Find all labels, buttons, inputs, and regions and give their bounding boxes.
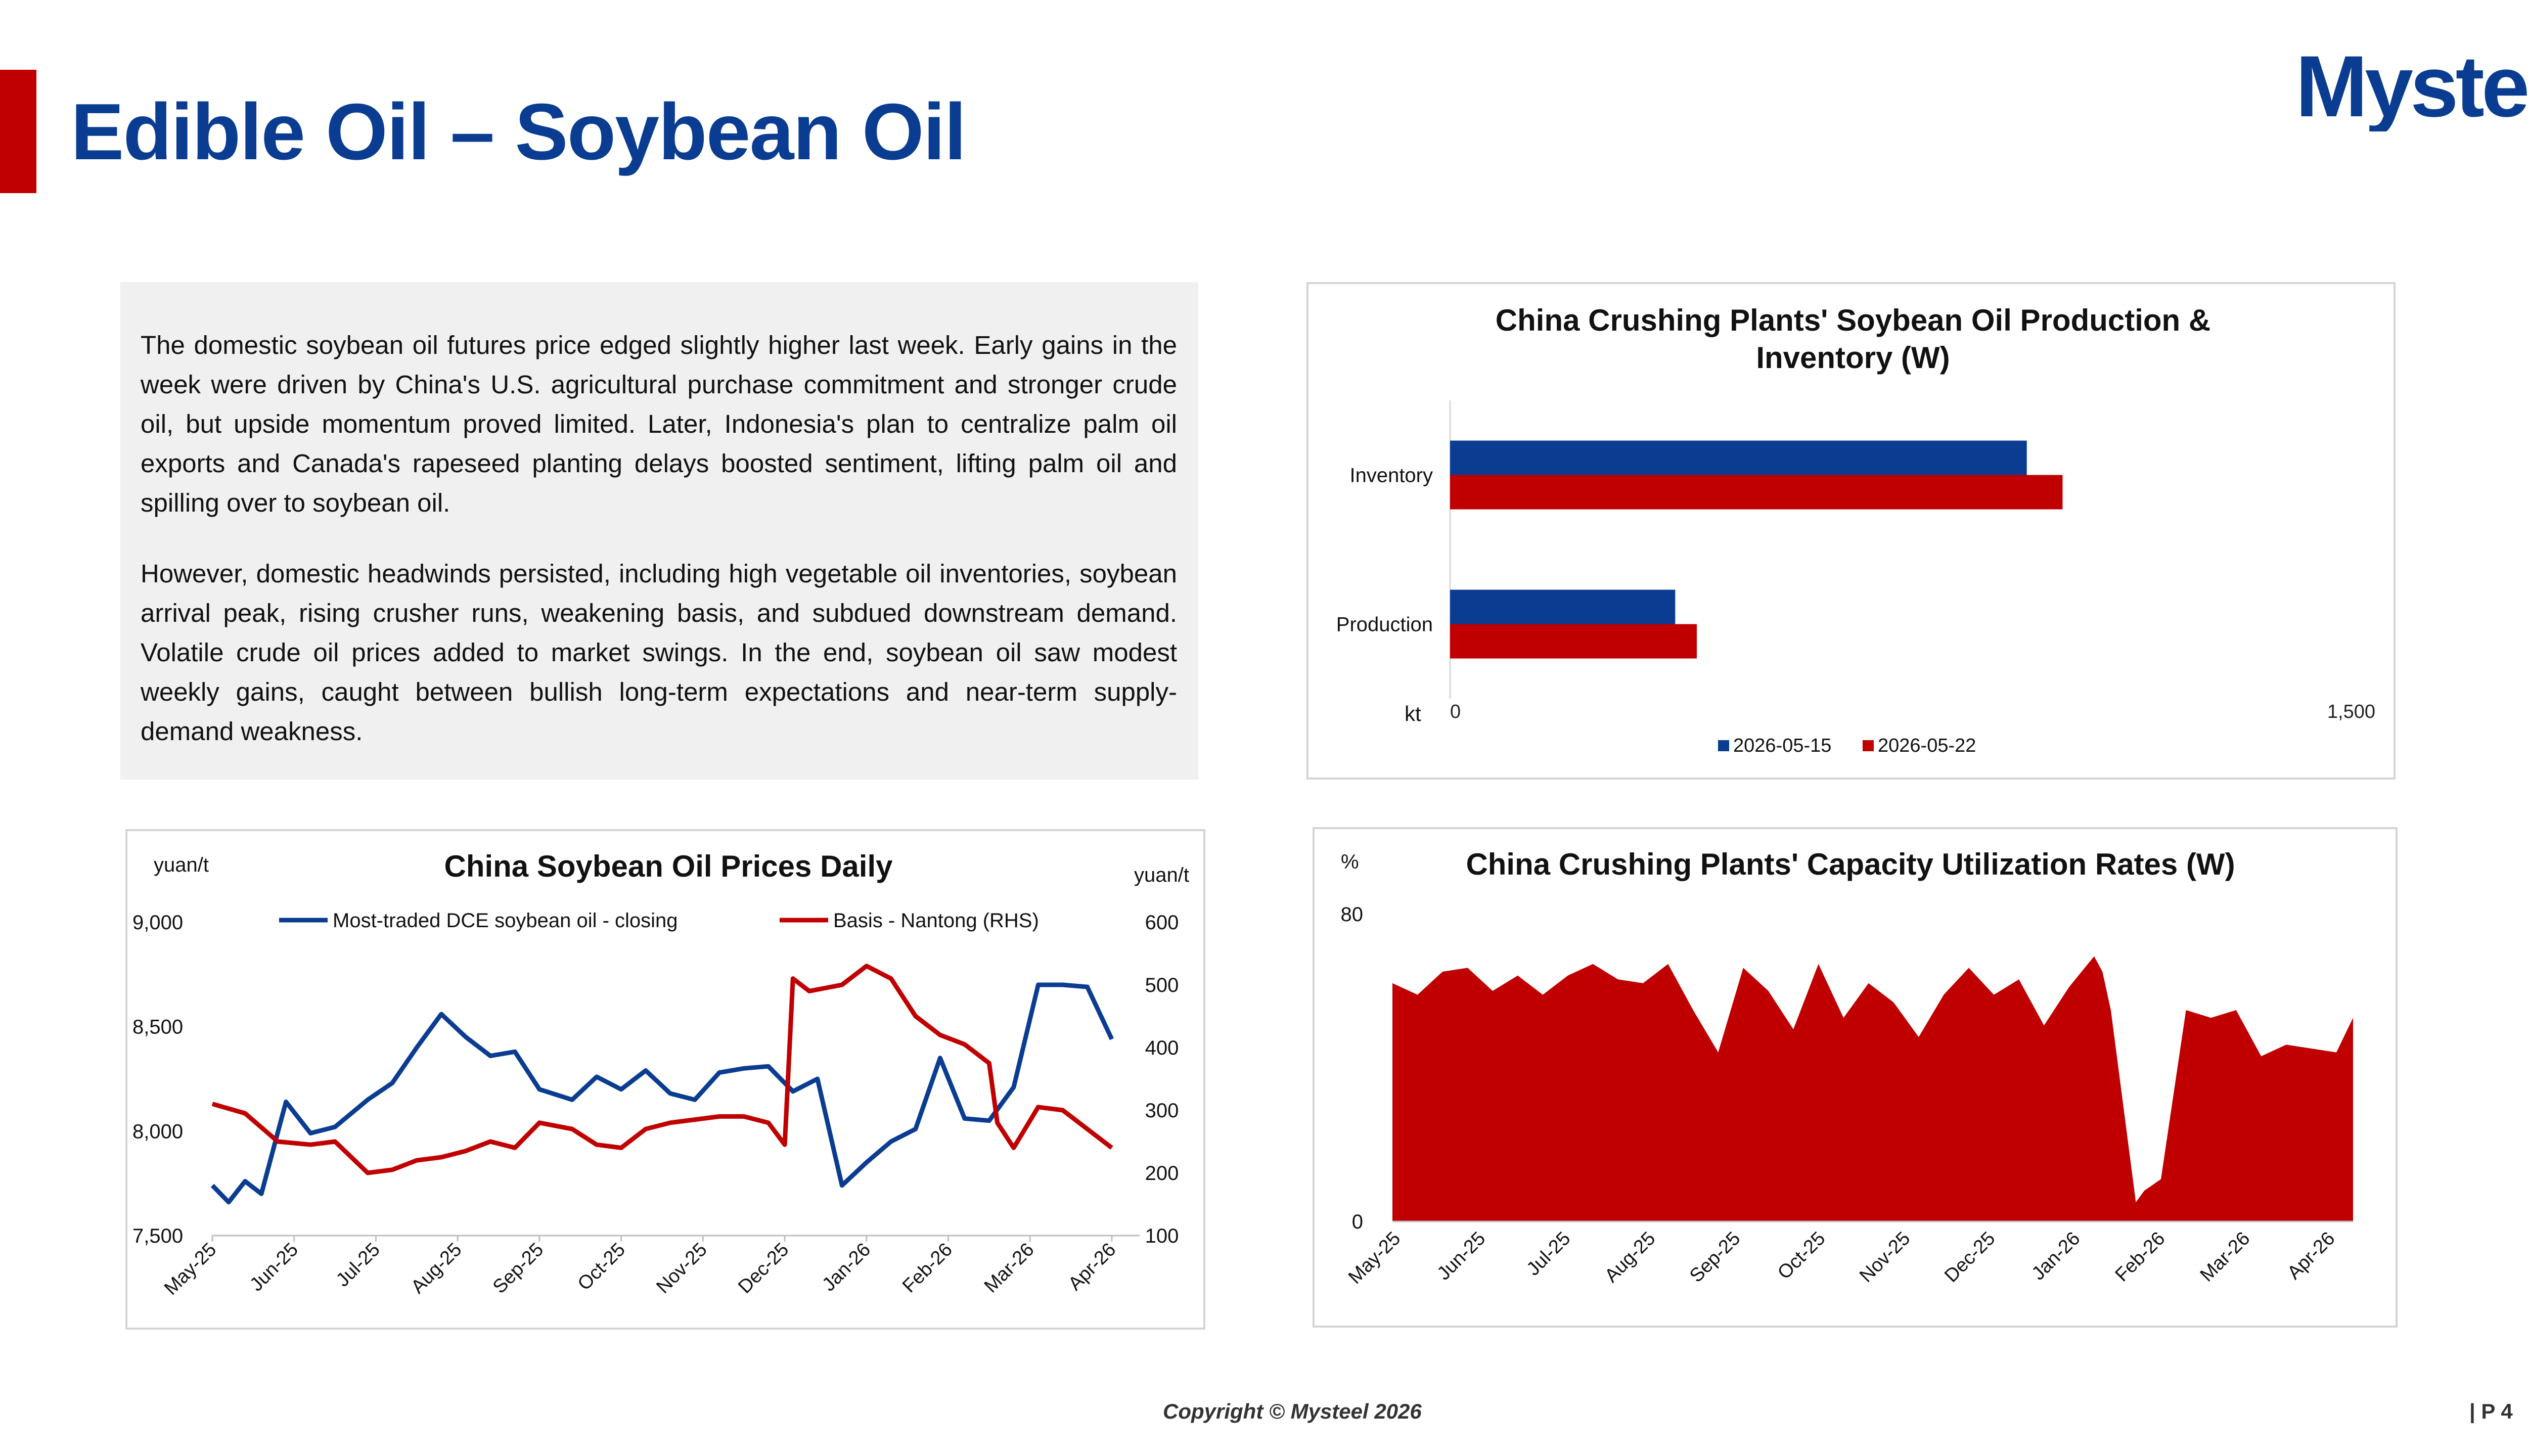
- x-tick-label: Dec-25: [734, 1239, 793, 1298]
- production-inventory-svg: China Crushing Plants' Soybean Oil Produ…: [1336, 303, 2375, 756]
- x-tick-label: Oct-25: [574, 1239, 629, 1295]
- unit-label: kt: [1405, 702, 1421, 725]
- right-axis-unit: yuan/t: [1134, 864, 1189, 886]
- category-label: Production: [1336, 614, 1433, 636]
- x-tick-label: Jan-26: [2028, 1228, 2085, 1285]
- right-y-tick-label: 100: [1145, 1225, 1179, 1247]
- x-tick-label: Mar-26: [980, 1239, 1039, 1297]
- x-tick-label: Feb-26: [2111, 1228, 2170, 1286]
- legend-swatch: [1718, 740, 1729, 751]
- y-tick-label: 80: [1341, 903, 1364, 926]
- legend-swatch: [1863, 740, 1874, 751]
- right-y-tick-label: 600: [1145, 912, 1179, 934]
- x-tick-label: Nov-25: [652, 1239, 711, 1298]
- left-y-tick-label: 8,500: [132, 1016, 183, 1038]
- x-tick-label: Sep-25: [1686, 1228, 1744, 1287]
- commentary-paragraph-1: The domestic soybean oil futures price e…: [141, 331, 1177, 517]
- x-tick-label: May-25: [160, 1239, 220, 1299]
- right-y-tick-label: 400: [1145, 1037, 1179, 1059]
- left-y-tick-label: 8,000: [132, 1120, 183, 1143]
- commentary-panel: The domestic soybean oil futures price e…: [120, 282, 1198, 780]
- page-title: Edible Oil – Soybean Oil: [71, 87, 966, 176]
- right-y-tick-label: 200: [1145, 1162, 1179, 1185]
- logo-text: Mysteel: [2295, 46, 2528, 131]
- legend-label: Most-traded DCE soybean oil - closing: [333, 909, 678, 932]
- x-tick-label: Aug-25: [407, 1239, 466, 1298]
- x-tick-label: Aug-25: [1601, 1228, 1659, 1287]
- prices-daily-svg: China Soybean Oil Prices Daily yuan/t yu…: [132, 849, 1189, 1299]
- bar: [1450, 475, 2063, 510]
- chart-title-line-1: China Crushing Plants' Soybean Oil Produ…: [1496, 303, 2210, 337]
- x-tick-label: Sep-25: [489, 1239, 548, 1298]
- x-tick-label: Dec-25: [1940, 1228, 1999, 1287]
- chart-title: China Crushing Plants' Capacity Utilizat…: [1466, 847, 2235, 881]
- series-line: [210, 982, 1114, 1205]
- left-y-tick-label: 7,500: [132, 1225, 183, 1247]
- prices-daily-chart: China Soybean Oil Prices Daily yuan/t yu…: [125, 829, 1205, 1330]
- x-tick-label: 0: [1450, 701, 1461, 722]
- legend-label: 2026-05-15: [1733, 735, 1831, 756]
- mysteel-logo: Mysteel: [2295, 46, 2528, 131]
- x-tick-label: Apr-26: [1064, 1239, 1120, 1295]
- legend-label: 2026-05-22: [1878, 735, 1976, 756]
- x-tick-label: Nov-25: [1856, 1228, 1914, 1287]
- x-tick-label: Jul-25: [332, 1239, 384, 1291]
- production-inventory-chart: China Crushing Plants' Soybean Oil Produ…: [1306, 282, 2396, 780]
- right-y-tick-label: 300: [1145, 1100, 1179, 1122]
- x-tick-label: Jul-25: [1522, 1228, 1574, 1280]
- copyright-text: Copyright © Mysteel 2026: [1163, 1399, 1422, 1423]
- bar: [1450, 440, 2027, 475]
- x-tick-label: May-25: [1344, 1228, 1405, 1288]
- chart-title-line-2: Inventory (W): [1756, 341, 1950, 375]
- x-tick-label: 1,500: [2327, 701, 2375, 722]
- bar: [1450, 624, 1697, 659]
- x-tick-label: Oct-25: [1774, 1228, 1829, 1284]
- title-accent-bar: [0, 70, 36, 193]
- legend-label: Basis - Nantong (RHS): [833, 909, 1039, 932]
- left-axis-unit: yuan/t: [154, 854, 209, 876]
- x-tick-label: Apr-26: [2283, 1228, 2339, 1284]
- left-y-tick-label: 9,000: [132, 912, 183, 934]
- series-line: [211, 964, 1113, 1175]
- x-tick-label: Mar-26: [2196, 1228, 2254, 1286]
- capacity-utilization-chart: China Crushing Plants' Capacity Utilizat…: [1313, 827, 2398, 1328]
- y-axis-unit: %: [1341, 851, 1359, 873]
- area-series: [1392, 956, 2353, 1221]
- category-label: Inventory: [1349, 465, 1433, 487]
- x-tick-label: Jun-25: [246, 1239, 302, 1296]
- right-y-tick-label: 500: [1145, 974, 1179, 996]
- bar: [1450, 589, 1676, 624]
- chart-title: China Soybean Oil Prices Daily: [444, 849, 893, 883]
- page-number: | P 4: [2469, 1399, 2513, 1423]
- commentary-paragraph-2: However, domestic headwinds persisted, i…: [141, 559, 1177, 746]
- capacity-utilization-svg: China Crushing Plants' Capacity Utilizat…: [1341, 847, 2353, 1288]
- x-tick-label: Jan-26: [818, 1239, 875, 1296]
- x-tick-label: Jun-25: [1433, 1228, 1490, 1285]
- y-tick-label: 0: [1352, 1211, 1363, 1233]
- x-tick-label: Feb-26: [898, 1239, 957, 1297]
